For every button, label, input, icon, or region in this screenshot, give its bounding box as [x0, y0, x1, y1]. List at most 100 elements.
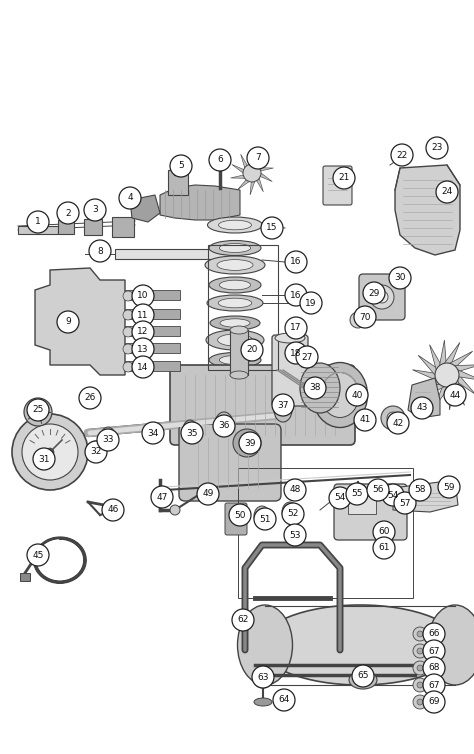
Polygon shape	[35, 268, 125, 375]
Circle shape	[350, 312, 366, 328]
Polygon shape	[160, 185, 240, 220]
Circle shape	[123, 362, 133, 372]
FancyBboxPatch shape	[225, 503, 247, 535]
Circle shape	[409, 479, 431, 501]
Text: 14: 14	[137, 363, 149, 372]
Text: 62: 62	[237, 615, 249, 624]
Circle shape	[346, 384, 368, 406]
Circle shape	[132, 304, 154, 326]
Bar	[58, 220, 74, 234]
Text: 27: 27	[301, 353, 313, 361]
Ellipse shape	[209, 353, 261, 367]
Text: 29: 29	[368, 289, 380, 298]
Circle shape	[132, 356, 154, 378]
Text: 45: 45	[32, 550, 44, 559]
Text: 46: 46	[107, 505, 118, 514]
Circle shape	[123, 344, 133, 354]
Text: 44: 44	[449, 391, 461, 400]
Circle shape	[346, 483, 368, 505]
Circle shape	[27, 399, 49, 421]
Polygon shape	[447, 375, 465, 406]
Text: 33: 33	[102, 436, 114, 445]
Text: 8: 8	[97, 247, 103, 256]
Bar	[112, 217, 134, 237]
Circle shape	[132, 338, 154, 360]
Circle shape	[354, 306, 376, 328]
Text: 43: 43	[416, 403, 428, 412]
Circle shape	[354, 409, 376, 431]
Text: 11: 11	[137, 311, 149, 320]
Circle shape	[367, 479, 389, 501]
Polygon shape	[447, 365, 474, 375]
Circle shape	[181, 422, 203, 444]
Polygon shape	[395, 165, 460, 255]
Ellipse shape	[205, 256, 265, 274]
Ellipse shape	[237, 605, 292, 685]
Circle shape	[413, 644, 427, 658]
Ellipse shape	[206, 330, 264, 350]
Text: 56: 56	[372, 486, 384, 495]
Circle shape	[284, 479, 306, 501]
Text: 53: 53	[289, 531, 301, 540]
Text: 40: 40	[351, 391, 363, 400]
Polygon shape	[447, 351, 473, 375]
FancyBboxPatch shape	[170, 365, 355, 445]
Text: 26: 26	[84, 394, 96, 403]
Text: 1: 1	[35, 217, 41, 226]
Circle shape	[363, 282, 385, 304]
Circle shape	[296, 346, 318, 368]
Circle shape	[285, 251, 307, 273]
Circle shape	[349, 483, 367, 501]
Text: 30: 30	[394, 274, 406, 283]
Ellipse shape	[219, 355, 251, 364]
Polygon shape	[444, 342, 460, 375]
Circle shape	[97, 429, 119, 451]
Circle shape	[229, 504, 251, 526]
Text: 32: 32	[91, 448, 102, 456]
Polygon shape	[237, 173, 252, 189]
Text: 68: 68	[428, 664, 440, 673]
Circle shape	[282, 503, 304, 525]
Circle shape	[411, 397, 433, 419]
Text: 41: 41	[359, 415, 371, 425]
Text: 37: 37	[277, 400, 289, 409]
Circle shape	[436, 181, 458, 203]
Text: 35: 35	[186, 428, 198, 437]
Ellipse shape	[210, 316, 260, 330]
Text: 6: 6	[217, 155, 223, 164]
Text: 47: 47	[156, 492, 168, 501]
Circle shape	[247, 147, 269, 169]
Text: 38: 38	[309, 384, 321, 393]
FancyBboxPatch shape	[323, 166, 352, 205]
Circle shape	[123, 291, 133, 301]
Ellipse shape	[274, 398, 292, 422]
Circle shape	[254, 508, 276, 530]
Circle shape	[382, 484, 404, 506]
Polygon shape	[447, 375, 474, 395]
Circle shape	[233, 429, 261, 457]
Polygon shape	[439, 340, 447, 375]
Circle shape	[391, 144, 413, 166]
Ellipse shape	[219, 244, 251, 253]
Text: 67: 67	[428, 681, 440, 689]
Circle shape	[232, 609, 254, 631]
Ellipse shape	[220, 319, 250, 327]
Circle shape	[435, 363, 459, 387]
Circle shape	[132, 285, 154, 307]
Text: 61: 61	[378, 544, 390, 553]
Text: 31: 31	[38, 455, 50, 464]
Circle shape	[352, 665, 374, 687]
Text: 66: 66	[428, 630, 440, 639]
Circle shape	[209, 149, 231, 171]
Text: 39: 39	[244, 439, 256, 448]
Circle shape	[438, 476, 460, 498]
Text: 4: 4	[127, 194, 133, 203]
Polygon shape	[130, 195, 160, 222]
Bar	[115, 249, 235, 259]
Bar	[125, 361, 180, 371]
Text: 5: 5	[178, 161, 184, 170]
Ellipse shape	[349, 671, 377, 689]
Circle shape	[423, 674, 445, 696]
Polygon shape	[408, 378, 440, 418]
Text: 54: 54	[334, 494, 346, 502]
